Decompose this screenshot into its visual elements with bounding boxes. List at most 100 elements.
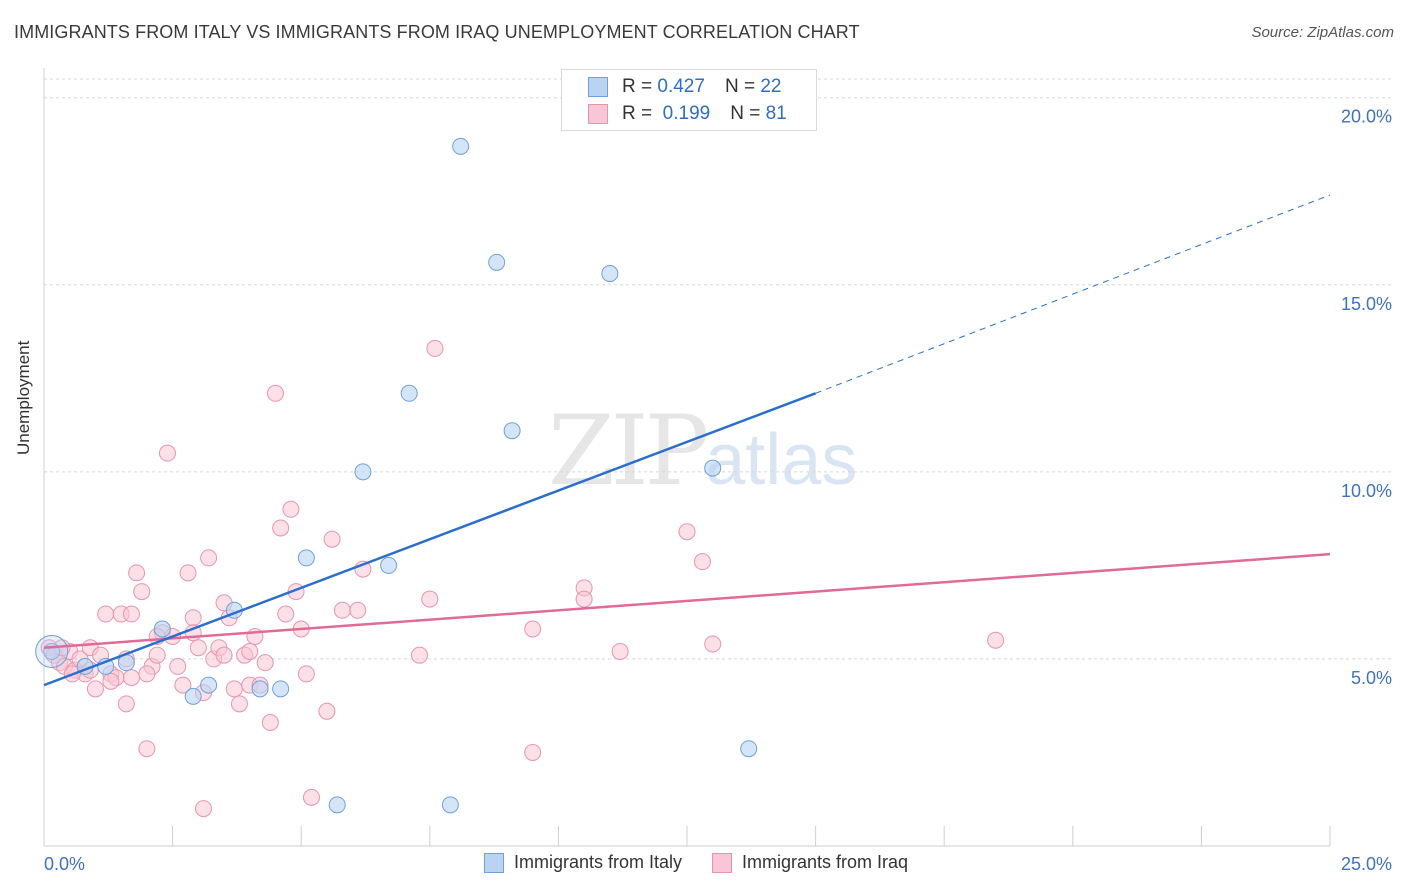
iraq-point <box>169 657 187 675</box>
iraq-point <box>148 646 166 664</box>
iraq-point <box>194 800 212 818</box>
legend-iraq-swatch <box>712 852 733 873</box>
iraq-point <box>349 601 367 619</box>
iraq-point <box>282 500 300 518</box>
iraq-point <box>230 695 248 713</box>
italy-cluster-point <box>35 634 69 668</box>
italy-point <box>400 384 418 402</box>
iraq-point <box>138 740 156 758</box>
iraq-trend-line <box>43 552 1331 649</box>
italy-point <box>488 253 506 271</box>
italy-point <box>704 459 722 477</box>
iraq-point <box>302 788 320 806</box>
italy-trend-extension <box>815 194 1331 394</box>
italy-point <box>503 422 521 440</box>
iraq-point <box>128 564 146 582</box>
italy-point <box>740 740 758 758</box>
iraq-n-value: 81 <box>765 103 787 124</box>
iraq-point <box>122 605 140 623</box>
iraq-point <box>277 605 295 623</box>
italy-point <box>328 796 346 814</box>
iraq-point <box>272 519 290 537</box>
italy-point <box>354 463 372 481</box>
iraq-point <box>102 672 120 690</box>
x-tick-label: 0.0% <box>44 854 85 874</box>
iraq-point <box>179 564 197 582</box>
iraq-point <box>138 665 156 683</box>
legend-item-iraq[interactable]: Immigrants from Iraq <box>712 852 908 873</box>
iraq-point <box>987 631 1005 649</box>
iraq-point <box>261 714 279 732</box>
italy-r-label: R = <box>622 76 653 97</box>
stats-row-italy: R = 0.427 N = 22 <box>588 76 781 98</box>
iraq-point <box>704 635 722 653</box>
iraq-point <box>426 339 444 357</box>
iraq-n-label: N = <box>730 103 761 124</box>
italy-point <box>200 676 218 694</box>
iraq-point <box>575 590 593 608</box>
iraq-point <box>693 553 711 571</box>
legend-item-italy[interactable]: Immigrants from Italy <box>484 852 682 873</box>
legend-italy-swatch <box>484 852 504 873</box>
iraq-point <box>318 702 336 720</box>
italy-point <box>297 549 315 567</box>
italy-n-value: 22 <box>760 76 782 97</box>
x-tick-label: 25.0% <box>1341 854 1392 874</box>
iraq-point <box>174 676 192 694</box>
italy-point <box>452 137 470 155</box>
watermark-atlas: atlas <box>705 420 858 500</box>
y-tick-label: 10.0% <box>1341 481 1392 501</box>
y-tick-label: 15.0% <box>1341 294 1392 314</box>
stats-row-iraq: R = 0.199 N = 81 <box>588 103 787 125</box>
iraq-r-label: R = <box>622 103 653 124</box>
watermark: ZIPatlas <box>548 395 857 507</box>
iraq-point <box>256 654 274 672</box>
iraq-point <box>297 665 315 683</box>
bottom-legend: Immigrants from Italy Immigrants from Ir… <box>484 852 908 873</box>
iraq-point <box>122 669 140 687</box>
legend-iraq-label: Immigrants from Iraq <box>742 852 909 872</box>
iraq-point <box>421 590 439 608</box>
italy-point <box>184 687 202 705</box>
italy-point <box>153 620 171 638</box>
iraq-point <box>524 620 542 638</box>
y-tick-label: 5.0% <box>1351 668 1392 688</box>
italy-swatch <box>588 77 608 97</box>
iraq-point <box>333 601 351 619</box>
italy-point <box>380 556 398 574</box>
y-axis-label: Unemployment <box>14 340 33 455</box>
chart-title: IMMIGRANTS FROM ITALY VS IMMIGRANTS FROM… <box>14 22 860 42</box>
iraq-point <box>678 523 696 541</box>
iraq-point <box>189 639 207 657</box>
iraq-point <box>411 646 429 664</box>
iraq-point <box>266 384 284 402</box>
italy-n-label: N = <box>724 76 756 97</box>
source-label: Source: ZipAtlas.com <box>1251 24 1394 41</box>
iraq-point <box>215 646 233 664</box>
italy-point <box>272 680 290 698</box>
iraq-point <box>86 680 104 698</box>
iraq-point <box>117 695 135 713</box>
iraq-swatch <box>588 104 608 124</box>
y-tick-label: 20.0% <box>1341 107 1392 127</box>
iraq-point <box>200 549 218 567</box>
iraq-point <box>133 583 151 601</box>
italy-r-value: 0.427 <box>657 76 705 97</box>
italy-point <box>441 796 459 814</box>
italy-point <box>251 680 269 698</box>
legend-italy-label: Immigrants from Italy <box>514 852 683 872</box>
iraq-r-value: 0.199 <box>662 103 711 124</box>
iraq-point <box>611 642 629 660</box>
iraq-point <box>97 605 115 623</box>
iraq-point <box>241 642 259 660</box>
iraq-point <box>323 530 341 548</box>
iraq-point <box>524 743 542 761</box>
iraq-point <box>158 444 176 462</box>
stats-legend-box: R = 0.427 N = 22 R = 0.199 N = 81 <box>561 69 817 131</box>
italy-trend-line <box>43 392 817 687</box>
watermark-zip: ZIP <box>548 395 709 507</box>
iraq-point <box>225 680 243 698</box>
iraq-point <box>184 609 202 627</box>
italy-point <box>601 265 619 283</box>
